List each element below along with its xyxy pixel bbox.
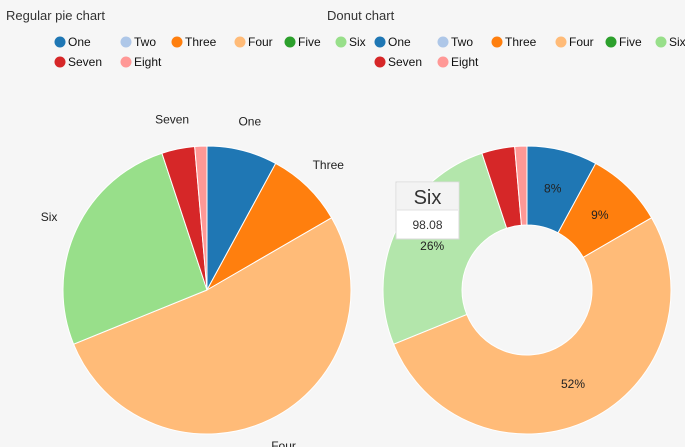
pie-chart: Regular pie chart One Two Three Four Five Six… bbox=[6, 8, 366, 447]
donut-tooltip-header bbox=[397, 183, 458, 210]
regular-pie-chart-legend-swatch-three bbox=[171, 36, 183, 48]
donut-chart-legend-label-one: One bbox=[388, 35, 411, 49]
regular-pie-chart-slice-six[interactable] bbox=[62, 152, 208, 345]
donut-chart-legend-swatch-six bbox=[655, 36, 667, 48]
donut-chart-legend-swatch-three bbox=[491, 36, 503, 48]
donut-chart-legend-item-three[interactable]: Three bbox=[491, 35, 537, 49]
donut-chart-legend-label-six: Six bbox=[669, 35, 685, 49]
regular-pie-chart-legend-swatch-two bbox=[120, 36, 132, 48]
donut-tooltip-label: Six bbox=[414, 187, 442, 209]
regular-pie-chart-legend-swatch-eight bbox=[120, 56, 132, 68]
donut-chart-slice-eight[interactable] bbox=[514, 145, 528, 226]
regular-pie-chart-legend-label-one: One bbox=[68, 35, 91, 49]
donut-chart-legend-item-two[interactable]: Two bbox=[437, 35, 474, 49]
regular-pie-chart-legend-swatch-one bbox=[54, 36, 66, 48]
donut-chart-slice-label-one: 8% bbox=[544, 182, 562, 196]
regular-pie-chart-legend-label-three: Three bbox=[185, 35, 217, 49]
donut-chart-legend-swatch-eight bbox=[437, 56, 449, 68]
regular-pie-chart-legend-item-five[interactable]: Five bbox=[284, 35, 321, 49]
donut-chart-legend: One Two Three Four Five Six Seven Eight bbox=[374, 35, 685, 69]
donut-tooltip-value: 98.08 bbox=[412, 218, 442, 232]
regular-pie-chart-legend-swatch-seven bbox=[54, 56, 66, 68]
regular-pie-chart-slice-label-three: Three bbox=[313, 158, 345, 172]
regular-pie-chart-legend-label-six: Six bbox=[349, 35, 366, 49]
donut-chart-legend-swatch-five bbox=[605, 36, 617, 48]
regular-pie-chart-legend-label-eight: Eight bbox=[134, 55, 162, 69]
regular-pie-chart-slice-label-six: Six bbox=[41, 210, 58, 224]
regular-pie-chart-legend-item-one[interactable]: One bbox=[54, 35, 92, 49]
donut-chart-slice-label-six: 26% bbox=[420, 239, 444, 253]
donut-chart-legend-label-eight: Eight bbox=[451, 55, 479, 69]
donut-chart-legend-item-eight[interactable]: Eight bbox=[437, 55, 480, 69]
donut-chart-slice-four[interactable] bbox=[392, 217, 672, 435]
regular-pie-chart-slice-label-four: Four bbox=[271, 439, 296, 447]
regular-pie-chart-legend-item-four[interactable]: Four bbox=[234, 35, 273, 49]
regular-pie-chart-legend-item-six[interactable]: Six bbox=[335, 35, 366, 49]
pie-chart-slice-labels: One Three Four Six Seven bbox=[41, 113, 345, 447]
donut-chart-legend-label-five: Five bbox=[619, 35, 642, 49]
regular-pie-chart-legend-swatch-five bbox=[284, 36, 296, 48]
donut-chart-legend-item-one[interactable]: One bbox=[374, 35, 412, 49]
donut-chart-slice-label-four: 52% bbox=[561, 377, 585, 391]
regular-pie-chart-legend-item-seven[interactable]: Seven bbox=[54, 55, 103, 69]
donut-chart-legend-item-five[interactable]: Five bbox=[605, 35, 642, 49]
regular-pie-chart-slice-four[interactable] bbox=[72, 217, 352, 435]
regular-pie-chart-legend-swatch-six bbox=[335, 36, 347, 48]
pie-chart-slices bbox=[62, 145, 352, 435]
regular-pie-chart-slice-label-seven: Seven bbox=[155, 113, 189, 127]
regular-pie-chart-legend-label-two: Two bbox=[134, 35, 156, 49]
donut-chart-legend-label-four: Four bbox=[569, 35, 594, 49]
regular-pie-chart-slice-eight[interactable] bbox=[194, 145, 208, 291]
pie-chart-title: Regular pie chart bbox=[6, 8, 105, 23]
donut-chart-title: Donut chart bbox=[327, 8, 395, 23]
donut-chart-slice-label-three: 9% bbox=[591, 208, 609, 222]
donut-chart-legend-swatch-two bbox=[437, 36, 449, 48]
donut-tooltip: Six 98.08 bbox=[395, 181, 460, 240]
donut-chart-legend-label-two: Two bbox=[451, 35, 473, 49]
regular-pie-chart-legend-label-five: Five bbox=[298, 35, 321, 49]
donut-chart-legend-item-seven[interactable]: Seven bbox=[374, 55, 423, 69]
donut-chart-legend-swatch-four bbox=[555, 36, 567, 48]
regular-pie-chart-legend-item-eight[interactable]: Eight bbox=[120, 55, 163, 69]
regular-pie-chart-slice-label-one: One bbox=[238, 114, 261, 128]
donut-chart-legend-item-four[interactable]: Four bbox=[555, 35, 594, 49]
donut-chart-slice-labels: 8% 9% 52% 26% bbox=[420, 182, 609, 391]
pie-chart-legend: One Two Three Four Five Six Seven Eight bbox=[54, 35, 366, 69]
regular-pie-chart-legend-label-four: Four bbox=[248, 35, 273, 49]
donut-chart-legend-label-three: Three bbox=[505, 35, 537, 49]
donut-chart-legend-swatch-one bbox=[374, 36, 386, 48]
donut-chart-legend-item-six[interactable]: Six bbox=[655, 35, 685, 49]
donut-chart: Donut chart One Two Three Four Five Six Seven E… bbox=[327, 8, 685, 435]
donut-chart-legend-swatch-seven bbox=[374, 56, 386, 68]
regular-pie-chart-legend-label-seven: Seven bbox=[68, 55, 102, 69]
donut-chart-legend-label-seven: Seven bbox=[388, 55, 422, 69]
regular-pie-chart-legend-item-three[interactable]: Three bbox=[171, 35, 217, 49]
regular-pie-chart-legend-item-two[interactable]: Two bbox=[120, 35, 157, 49]
regular-pie-chart-legend-swatch-four bbox=[234, 36, 246, 48]
